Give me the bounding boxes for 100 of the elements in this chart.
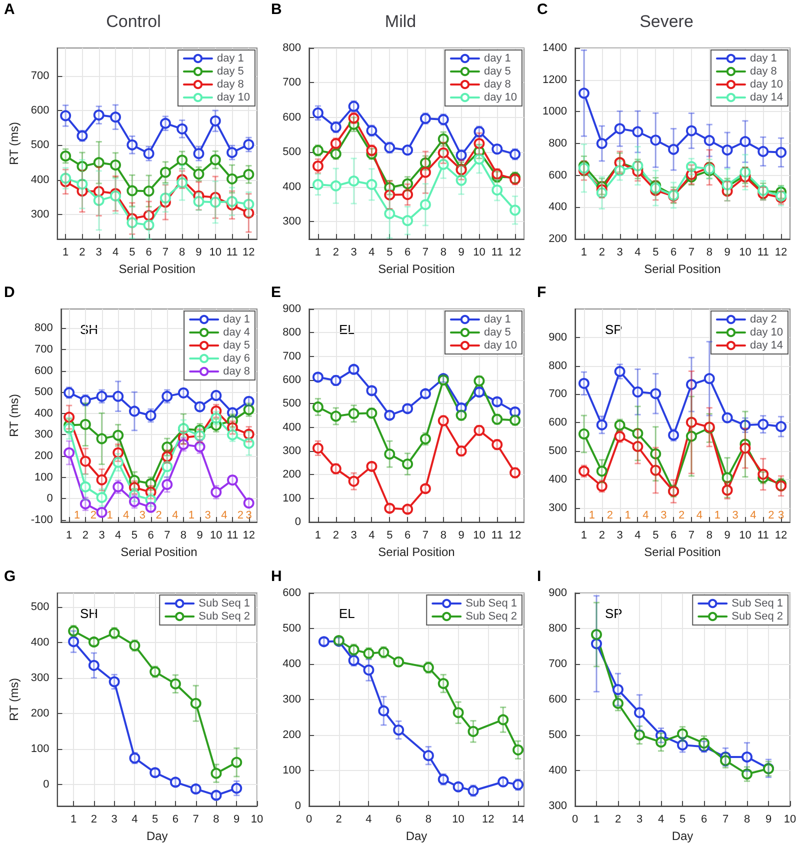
point <box>193 196 204 207</box>
annotation: 1 <box>106 510 113 522</box>
x-tick-label: 9 <box>724 246 731 258</box>
x-tick-label: 4 <box>112 246 119 258</box>
legend-label: Sub Seq 2 <box>732 610 784 622</box>
annotation: 1 <box>188 510 195 522</box>
y-tick-label: 900 <box>282 303 301 316</box>
y-tick-label: 700 <box>282 76 301 89</box>
x-tick-label: 3 <box>350 246 357 258</box>
y-tick-label: 400 <box>282 180 301 193</box>
point <box>497 714 508 725</box>
legend-label: day 10 <box>484 340 517 352</box>
y-tick-label: 400 <box>282 422 301 434</box>
x-tick-label: 5 <box>386 530 392 542</box>
point <box>243 198 254 210</box>
point <box>60 172 72 184</box>
x-tick-label: 2 <box>90 813 98 826</box>
y-tick-label: 400 <box>282 658 301 670</box>
point <box>384 448 395 460</box>
point <box>126 139 138 150</box>
x-tick-label: 4 <box>368 246 374 258</box>
legend-label: day 1 <box>750 52 778 64</box>
y-tick-label: 500 <box>282 146 301 158</box>
y-tick-label: 800 <box>34 322 53 334</box>
x-tick-label: 3 <box>617 246 624 258</box>
x-tick-label: 10 <box>472 246 485 258</box>
annotation: 3 <box>246 510 252 522</box>
chart-title: Control <box>106 12 161 31</box>
y-tick-label: 300 <box>282 216 301 228</box>
point <box>378 646 389 658</box>
point <box>420 199 431 210</box>
x-axis-title: Serial Position <box>644 262 722 276</box>
y-tick-label: 700 <box>548 388 568 401</box>
legend-label: day 10 <box>750 326 784 339</box>
point <box>591 638 602 649</box>
legend-label: day 1 <box>484 314 511 326</box>
point <box>509 204 520 216</box>
legend-label: day 5 <box>484 66 511 78</box>
annotation: 1 <box>625 510 632 522</box>
x-tick-label: 2 <box>599 530 606 542</box>
x-tick-label: 2 <box>82 530 88 542</box>
x-tick-label: 9 <box>766 813 772 826</box>
point <box>143 148 154 160</box>
point <box>776 421 787 432</box>
point <box>190 698 202 709</box>
legend-label: day 8 <box>216 78 244 90</box>
point <box>650 134 662 146</box>
x-tick-label: 6 <box>701 813 708 826</box>
point <box>231 756 242 768</box>
x-tick-label: 1 <box>594 813 600 826</box>
point <box>96 391 108 402</box>
y-tick-label: 100 <box>282 492 301 505</box>
x-tick-label: 5 <box>386 246 392 258</box>
text: H <box>270 568 282 585</box>
point <box>88 660 100 671</box>
x-tick-label: 4 <box>658 813 664 826</box>
y-tick-label: 600 <box>548 169 568 182</box>
x-tick-label: 8 <box>440 530 446 542</box>
x-tick-label: 8 <box>179 246 186 258</box>
annotation: 4 <box>750 510 757 522</box>
y-tick-label: 0 <box>294 516 301 528</box>
y-tick-label: 400 <box>30 636 50 648</box>
annotation: 1 <box>74 510 80 522</box>
point <box>420 157 431 168</box>
x-axis-title: Serial Position <box>118 262 196 276</box>
y-tick-label: 500 <box>548 728 568 741</box>
point <box>108 676 120 687</box>
point <box>420 166 431 178</box>
point <box>614 123 626 134</box>
point <box>312 178 324 190</box>
point <box>226 173 238 184</box>
annotation: 4 <box>696 510 703 522</box>
x-tick-label: 6 <box>146 246 152 258</box>
x-tick-label: 7 <box>722 813 729 826</box>
point <box>243 139 254 150</box>
point <box>64 412 75 424</box>
point <box>378 705 389 716</box>
x-tick-label: 12 <box>482 813 494 826</box>
point <box>162 479 173 490</box>
x-tick-label: 4 <box>634 246 642 258</box>
point <box>312 442 324 454</box>
x-tick-label: 11 <box>491 530 502 542</box>
point <box>145 478 156 490</box>
x-tick-label: 1 <box>66 530 72 542</box>
point <box>438 678 449 689</box>
point <box>758 469 769 480</box>
point <box>512 744 524 756</box>
y-tick-label: 200 <box>548 233 568 245</box>
text: I <box>537 568 542 585</box>
point <box>650 465 662 476</box>
legend-label: day 4 <box>223 326 250 339</box>
text: D <box>4 284 15 302</box>
x-tick-label: 12 <box>242 530 255 542</box>
y-tick-label: 500 <box>548 445 568 458</box>
point <box>634 706 646 718</box>
point <box>80 456 91 468</box>
x-tick-label: 6 <box>395 813 402 826</box>
point <box>193 148 204 160</box>
point <box>60 150 72 162</box>
annotation: SP <box>605 606 623 621</box>
